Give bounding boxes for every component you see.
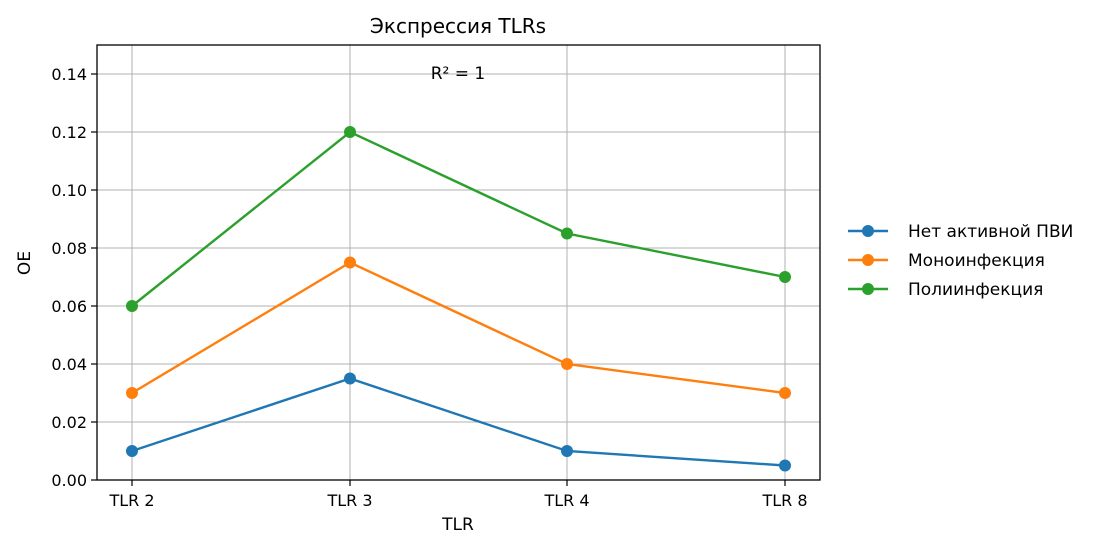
series-group [126,126,791,472]
series-line [131,130,786,307]
y-tick-label: 0.02 [51,413,87,432]
data-point [779,271,791,283]
x-tick-label: TLR 8 [761,491,807,510]
plot-frame [96,44,821,481]
legend: Нет активной ПВИ Моноинфекция Полиинфекция [848,222,1073,300]
y-tick-label: 0.08 [51,239,87,258]
data-point [126,445,138,457]
x-tick-label: TLR 3 [326,491,372,510]
y-tick-label: 0.10 [51,181,87,200]
data-point [561,227,573,240]
data-point [779,387,791,399]
data-point [344,256,356,269]
data-point [561,358,573,370]
chart-title: Экспрессия TLRs [370,14,546,38]
legend-label: Нет активной ПВИ [908,222,1073,242]
data-point [779,459,791,472]
legend-label: Моноинфекция [908,251,1045,271]
y-tick-label: 0.00 [51,471,87,490]
x-axis-label: TLR [441,515,474,535]
x-tick-label: TLR 2 [108,491,154,510]
y-tick-label: 0.06 [51,297,87,316]
data-point [126,387,138,399]
legend-label: Полиинфекция [908,280,1043,300]
data-point [344,126,356,138]
axis-ticks: 0.00 0.02 0.04 0.06 0.08 0.10 0.12 0.14 TLR 2 TLR… [51,65,807,510]
y-tick-label: 0.12 [51,123,87,142]
legend-marker [862,254,874,266]
legend-marker [862,225,874,237]
legend-marker [862,283,874,295]
data-point [561,445,573,457]
data-point [126,300,138,312]
y-tick-label: 0.04 [51,355,87,374]
series-line [131,261,786,395]
data-point [344,372,356,385]
x-tick-label: TLR 4 [543,491,589,510]
r-squared-annotation: R² = 1 [431,64,486,84]
series-line [131,377,786,467]
y-tick-label: 0.14 [51,65,87,84]
y-axis-label: OE [15,251,35,275]
